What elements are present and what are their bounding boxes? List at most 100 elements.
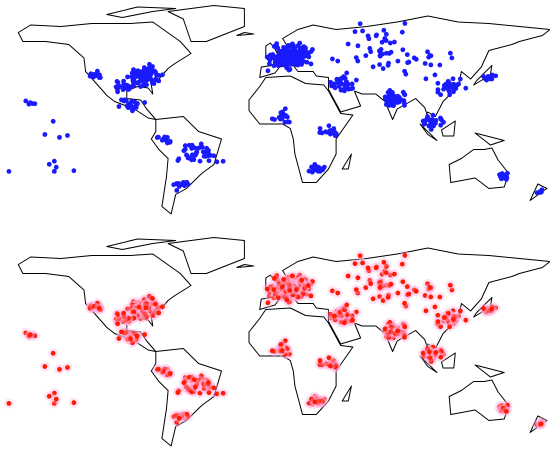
landmass bbox=[106, 238, 177, 250]
site-dot bbox=[345, 41, 351, 47]
site-dot bbox=[363, 53, 369, 59]
site-dot bbox=[211, 385, 217, 391]
site-dot bbox=[129, 70, 135, 76]
site-dot bbox=[387, 320, 393, 325]
site-dot bbox=[136, 304, 142, 310]
site-dot bbox=[95, 68, 100, 74]
site-dot bbox=[272, 291, 278, 297]
site-dot bbox=[156, 310, 162, 316]
site-dot bbox=[32, 333, 38, 339]
site-dot bbox=[344, 70, 350, 76]
site-dot bbox=[445, 78, 451, 84]
site-dot bbox=[505, 402, 510, 408]
site-dot bbox=[305, 283, 311, 288]
landmass bbox=[167, 237, 245, 274]
site-dot bbox=[131, 309, 137, 315]
site-dot bbox=[91, 72, 97, 77]
site-dot bbox=[116, 316, 122, 322]
site-dot bbox=[309, 396, 314, 402]
site-dot bbox=[406, 59, 412, 65]
site-dot bbox=[42, 364, 48, 369]
site-dot bbox=[332, 85, 338, 91]
site-dot bbox=[269, 348, 275, 354]
site-dot bbox=[352, 29, 358, 35]
site-dot bbox=[388, 92, 394, 98]
site-dot bbox=[276, 295, 281, 301]
site-dot bbox=[153, 69, 158, 75]
site-dot bbox=[450, 85, 456, 90]
site-dot bbox=[290, 41, 295, 47]
site-dot bbox=[445, 310, 451, 316]
site-dot bbox=[295, 62, 301, 68]
site-dot bbox=[197, 158, 203, 164]
site-dot bbox=[71, 400, 77, 406]
site-dot bbox=[402, 21, 408, 26]
site-dot bbox=[303, 277, 308, 283]
site-dot bbox=[51, 400, 57, 406]
landmass bbox=[236, 32, 255, 36]
site-dot bbox=[115, 311, 121, 317]
landmass bbox=[248, 307, 354, 415]
site-dot bbox=[332, 364, 338, 370]
site-dot bbox=[282, 106, 288, 112]
site-dot bbox=[95, 300, 100, 306]
site-dot bbox=[283, 56, 289, 62]
site-dot bbox=[312, 167, 318, 173]
site-dot bbox=[399, 261, 405, 267]
site-dot bbox=[198, 141, 204, 147]
site-dot bbox=[57, 134, 62, 140]
site-dot bbox=[388, 49, 394, 55]
site-dot bbox=[116, 336, 122, 341]
site-dot bbox=[402, 253, 408, 258]
site-dot bbox=[413, 56, 419, 62]
site-dot bbox=[427, 349, 432, 355]
site-dot bbox=[87, 73, 93, 79]
site-dot bbox=[386, 334, 392, 340]
site-dot bbox=[377, 294, 383, 299]
site-dot bbox=[391, 335, 396, 341]
site-dot bbox=[427, 354, 433, 360]
landmass bbox=[341, 153, 352, 170]
site-dot bbox=[344, 302, 350, 308]
site-dot bbox=[167, 139, 173, 144]
site-dot bbox=[328, 311, 333, 317]
site-dot bbox=[284, 65, 290, 71]
site-dot bbox=[146, 308, 152, 314]
site-dot bbox=[265, 300, 271, 306]
site-dot bbox=[51, 390, 57, 396]
site-dot bbox=[198, 373, 204, 379]
site-dot bbox=[271, 287, 277, 293]
site-dot bbox=[51, 158, 57, 164]
site-dot bbox=[191, 377, 197, 383]
site-dot bbox=[283, 288, 289, 294]
site-dot bbox=[382, 94, 388, 100]
site-dot bbox=[463, 85, 469, 91]
site-dot bbox=[489, 74, 494, 80]
site-dot bbox=[175, 390, 181, 395]
site-dot bbox=[342, 307, 348, 313]
site-dot bbox=[6, 401, 12, 406]
site-dot bbox=[342, 320, 347, 326]
site-dot bbox=[308, 293, 314, 299]
site-dot bbox=[380, 298, 386, 303]
landmass bbox=[441, 120, 456, 137]
site-dot bbox=[156, 304, 161, 310]
site-dot bbox=[305, 51, 311, 56]
site-dot bbox=[391, 103, 396, 109]
site-dot bbox=[399, 29, 405, 35]
site-dot bbox=[146, 76, 152, 82]
site-dot bbox=[413, 288, 419, 294]
landmass bbox=[448, 379, 510, 421]
site-dot bbox=[186, 142, 192, 148]
site-dot bbox=[355, 275, 361, 281]
site-dot bbox=[302, 285, 308, 291]
site-dot bbox=[438, 324, 444, 330]
site-dot bbox=[329, 56, 335, 62]
site-dot bbox=[312, 399, 318, 405]
site-dot bbox=[186, 374, 192, 380]
site-dot bbox=[287, 288, 293, 293]
site-dot bbox=[342, 88, 347, 94]
site-dot bbox=[87, 305, 93, 311]
site-dot bbox=[392, 271, 397, 277]
